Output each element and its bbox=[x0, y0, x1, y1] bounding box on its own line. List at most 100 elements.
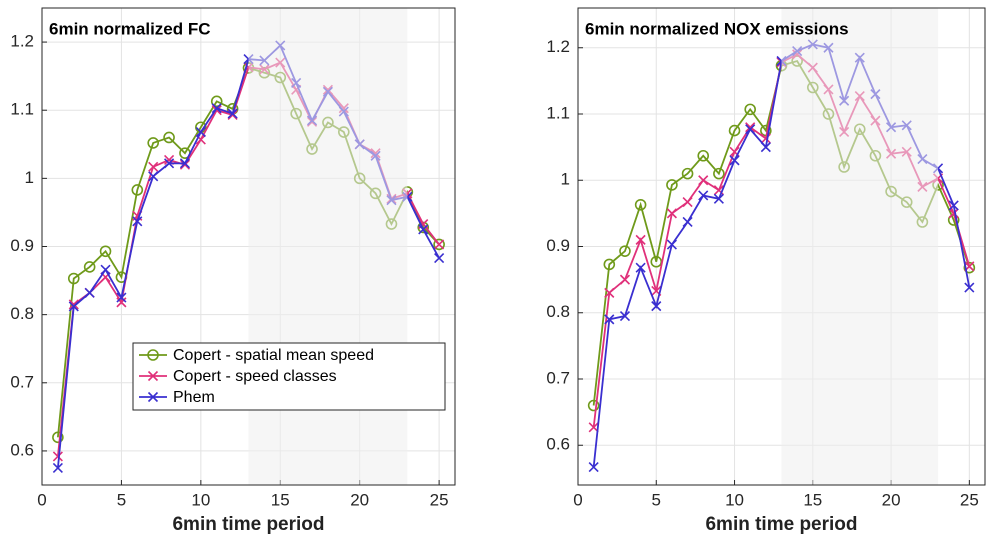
data-point bbox=[963, 261, 976, 274]
axes-box bbox=[577, 7, 986, 486]
y-tick-label: 1.2 bbox=[10, 32, 34, 51]
data-point bbox=[116, 292, 127, 303]
y-tick-label: 0.6 bbox=[546, 435, 570, 454]
data-point bbox=[635, 234, 646, 245]
legend-label: Phem bbox=[173, 389, 215, 406]
data-point bbox=[697, 149, 710, 162]
data-point bbox=[619, 274, 631, 285]
legend-marker bbox=[147, 370, 159, 382]
data-point bbox=[713, 193, 724, 204]
data-point bbox=[588, 462, 599, 473]
x-tick-label: 25 bbox=[960, 490, 979, 509]
y-tick-label: 0.7 bbox=[546, 368, 570, 387]
x-axis-label: 6min time period bbox=[705, 514, 857, 535]
data-point bbox=[52, 451, 63, 462]
y-tick-label: 0.9 bbox=[10, 236, 34, 255]
data-point bbox=[211, 103, 222, 114]
data-point bbox=[745, 122, 756, 133]
data-point bbox=[651, 301, 662, 312]
y-tick-label: 1.1 bbox=[546, 103, 570, 122]
x-tick-label: 25 bbox=[430, 490, 449, 509]
data-point bbox=[52, 431, 64, 444]
x-tick-label: 20 bbox=[882, 490, 901, 509]
data-point bbox=[635, 262, 646, 273]
data-point bbox=[116, 297, 127, 308]
data-point bbox=[634, 198, 647, 211]
y-tick-label: 0.9 bbox=[546, 236, 570, 255]
data-point bbox=[68, 301, 79, 312]
data-point bbox=[195, 126, 206, 138]
data-point bbox=[163, 131, 175, 144]
axes-box bbox=[41, 7, 456, 486]
data-point bbox=[745, 124, 756, 135]
data-point bbox=[433, 238, 445, 251]
legend-marker bbox=[147, 349, 159, 361]
data-point bbox=[682, 216, 693, 228]
data-point bbox=[619, 310, 631, 322]
data-point bbox=[760, 142, 771, 153]
data-point bbox=[148, 161, 159, 172]
y-tick-label: 0.8 bbox=[10, 304, 34, 323]
data-point bbox=[131, 184, 144, 196]
chart-title: 6min normalized NOX emissions bbox=[585, 19, 849, 38]
legend: Copert - spatial mean speed Copert - spee… bbox=[132, 342, 446, 411]
y-tick-label: 0.8 bbox=[546, 302, 570, 321]
data-point bbox=[603, 258, 616, 271]
data-point bbox=[52, 462, 63, 474]
legend-marker bbox=[147, 391, 159, 403]
data-point bbox=[210, 95, 223, 108]
data-point bbox=[147, 137, 159, 149]
data-point bbox=[713, 167, 725, 180]
x-tick-label: 5 bbox=[117, 490, 126, 509]
data-point bbox=[698, 175, 709, 186]
x-tick-label: 10 bbox=[191, 490, 210, 509]
y-tick-label: 1 bbox=[25, 168, 34, 187]
data-point bbox=[619, 245, 631, 257]
x-tick-label: 5 bbox=[652, 490, 661, 509]
x-tick-label: 15 bbox=[803, 490, 822, 509]
legend-label: Copert - speed classes bbox=[173, 368, 337, 385]
data-point bbox=[666, 179, 678, 191]
data-point bbox=[964, 282, 975, 293]
data-point bbox=[83, 261, 96, 273]
shaded-region bbox=[781, 8, 939, 485]
data-point bbox=[84, 287, 95, 298]
data-point bbox=[418, 224, 429, 235]
chart-title: 6min normalized FC bbox=[49, 19, 211, 38]
data-point bbox=[744, 103, 756, 116]
data-point bbox=[227, 108, 238, 119]
data-point bbox=[132, 216, 143, 227]
data-point bbox=[67, 272, 80, 285]
data-point bbox=[948, 200, 959, 211]
legend-box bbox=[132, 342, 446, 411]
x-tick-label: 0 bbox=[573, 490, 582, 509]
data-point bbox=[179, 158, 191, 169]
data-point bbox=[179, 159, 191, 170]
x-tick-label: 20 bbox=[350, 490, 369, 509]
data-point bbox=[148, 171, 159, 182]
x-tick-label: 0 bbox=[37, 490, 46, 509]
x-tick-label: 15 bbox=[271, 490, 290, 509]
legend-label: Copert - spatial mean speed bbox=[173, 347, 374, 364]
data-point bbox=[434, 239, 445, 250]
y-tick-label: 1.1 bbox=[10, 100, 34, 119]
data-point bbox=[728, 124, 741, 137]
y-tick-label: 1 bbox=[561, 170, 570, 189]
y-tick-label: 0.6 bbox=[10, 440, 34, 459]
data-point bbox=[682, 197, 693, 208]
data-point bbox=[666, 208, 677, 219]
data-point bbox=[681, 167, 694, 180]
data-point bbox=[434, 253, 445, 264]
x-axis-label: 6min time period bbox=[172, 514, 324, 535]
data-point bbox=[666, 239, 677, 250]
data-point bbox=[604, 314, 615, 325]
y-tick-label: 1.2 bbox=[546, 37, 570, 56]
data-point bbox=[698, 190, 709, 201]
data-point bbox=[729, 155, 740, 166]
data-point bbox=[99, 245, 112, 258]
data-point bbox=[604, 287, 615, 298]
data-point bbox=[100, 264, 111, 275]
data-point bbox=[587, 399, 600, 412]
x-tick-label: 10 bbox=[725, 490, 744, 509]
